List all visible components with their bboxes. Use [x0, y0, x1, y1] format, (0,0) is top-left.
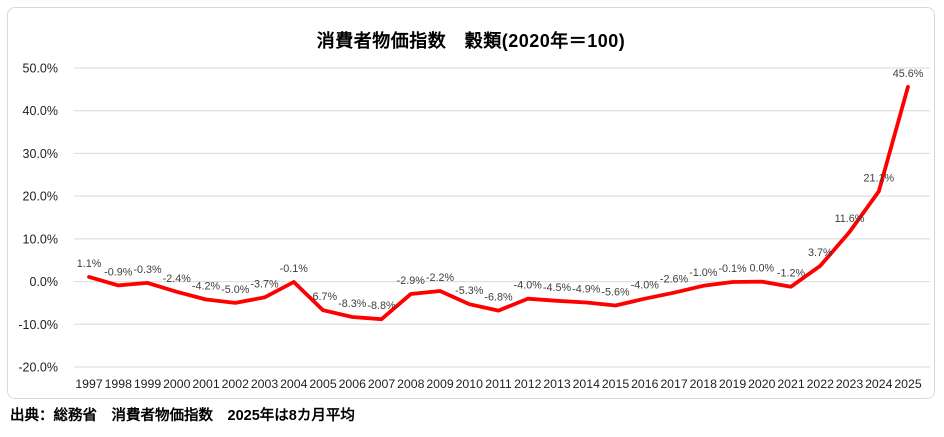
chart-title: 消費者物価指数 穀類(2020年＝100) [316, 31, 626, 51]
chart-frame: 消費者物価指数 穀類(2020年＝100) [7, 7, 935, 399]
source-note: 出典：総務省 消費者物価指数 2025年は8カ月平均 [10, 408, 355, 424]
